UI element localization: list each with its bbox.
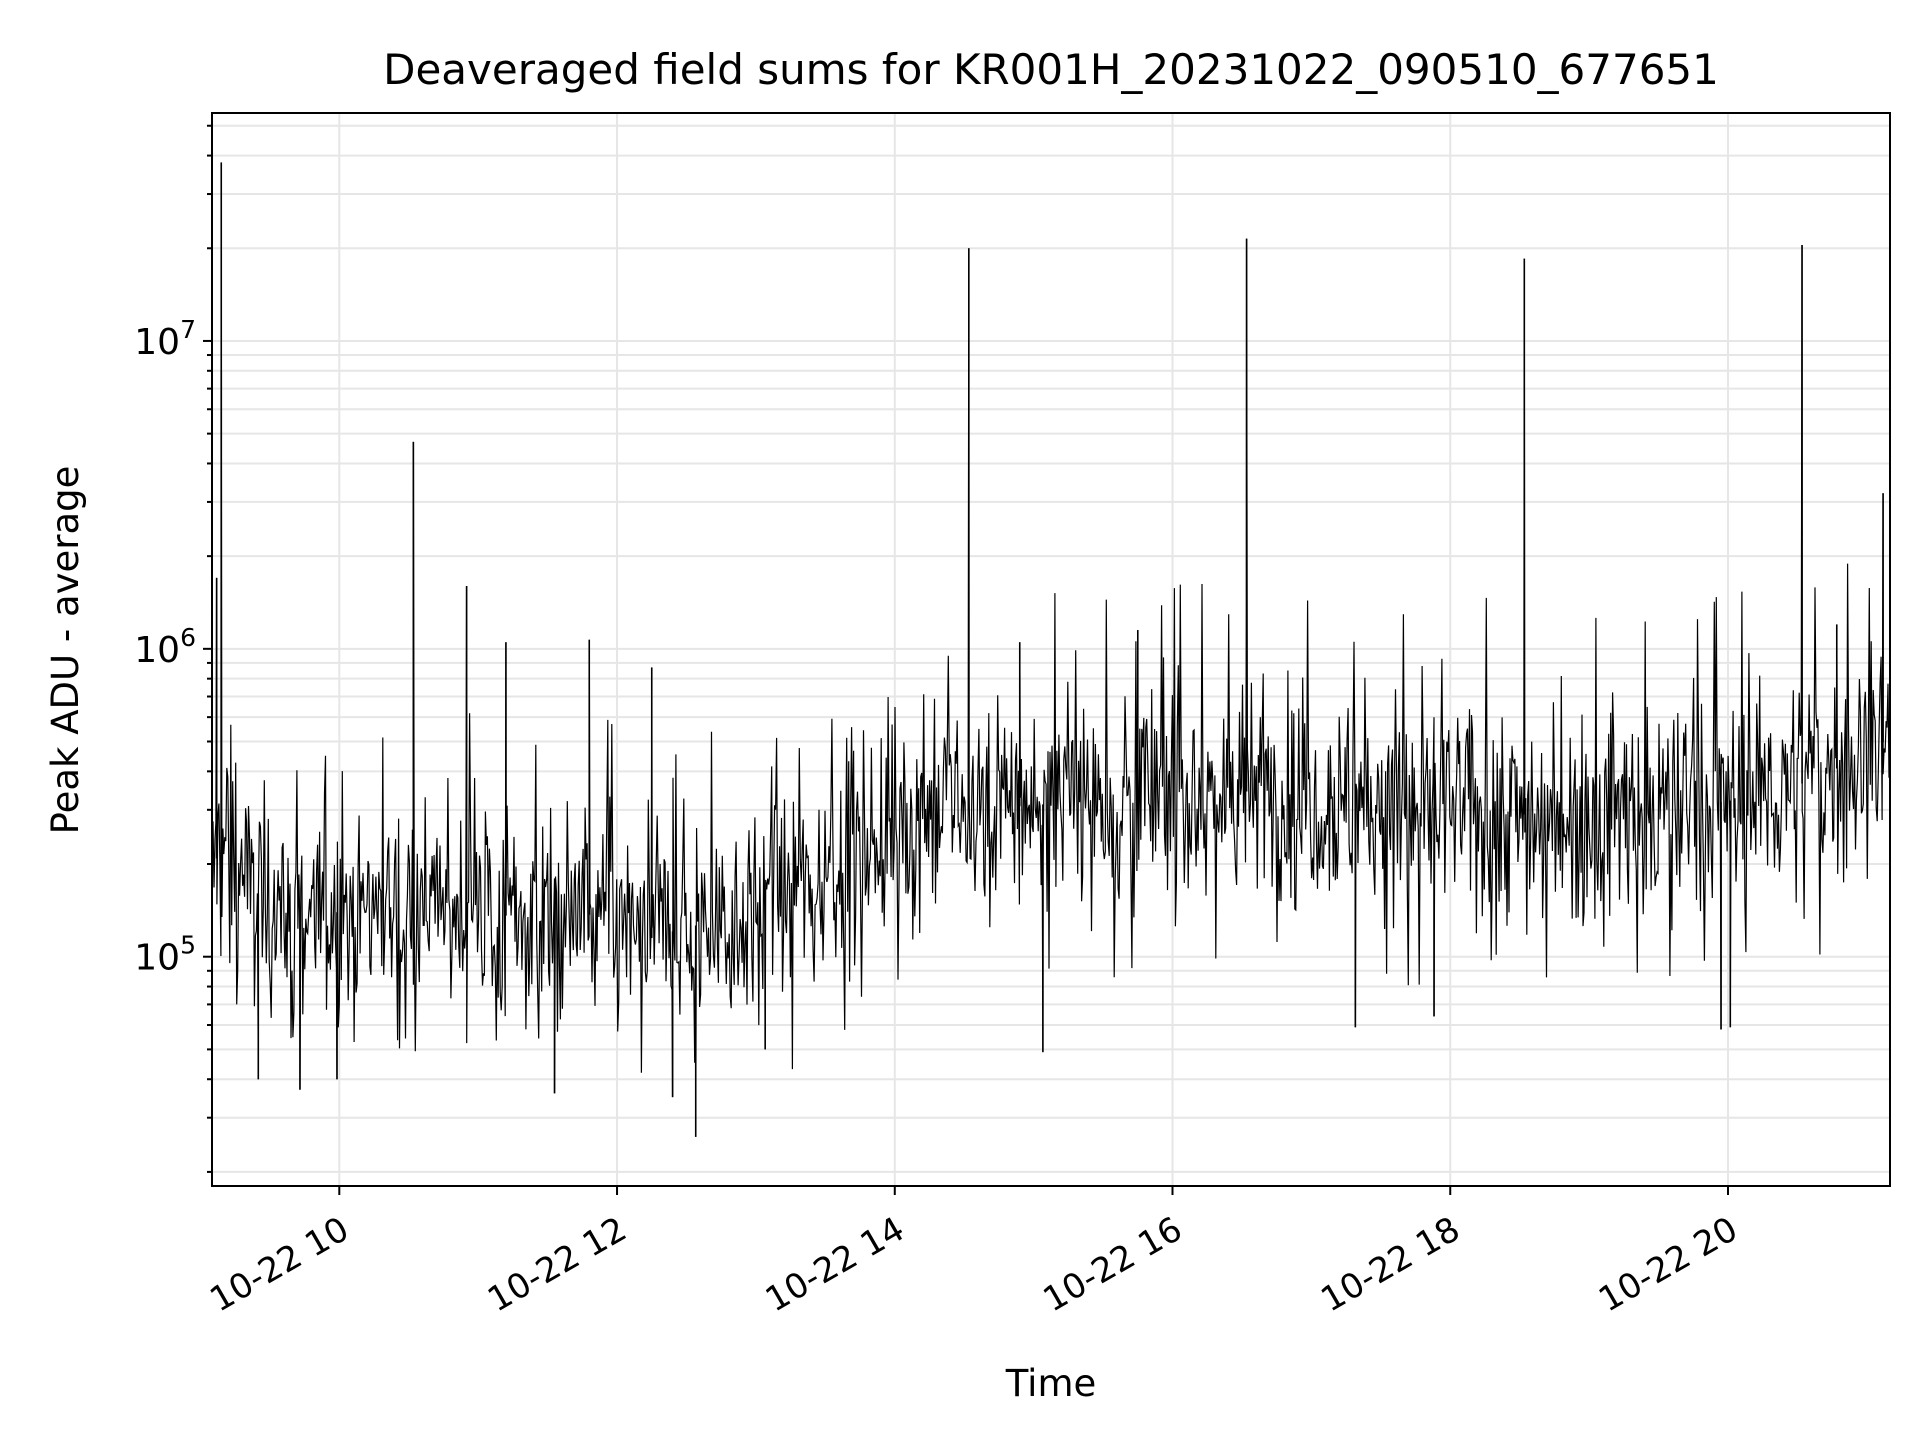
series-group [211, 162, 1891, 1137]
y-axis-label: Peak ADU - average [44, 466, 87, 835]
y-tick-label: 107 [134, 315, 196, 363]
chart-title: Deaveraged field sums for KR001H_2023102… [383, 45, 1719, 94]
y-tick-label: 105 [134, 931, 196, 979]
y-tick-label: 106 [134, 623, 196, 671]
x-axis-label: Time [1005, 1362, 1097, 1405]
series-line [211, 162, 1891, 1137]
